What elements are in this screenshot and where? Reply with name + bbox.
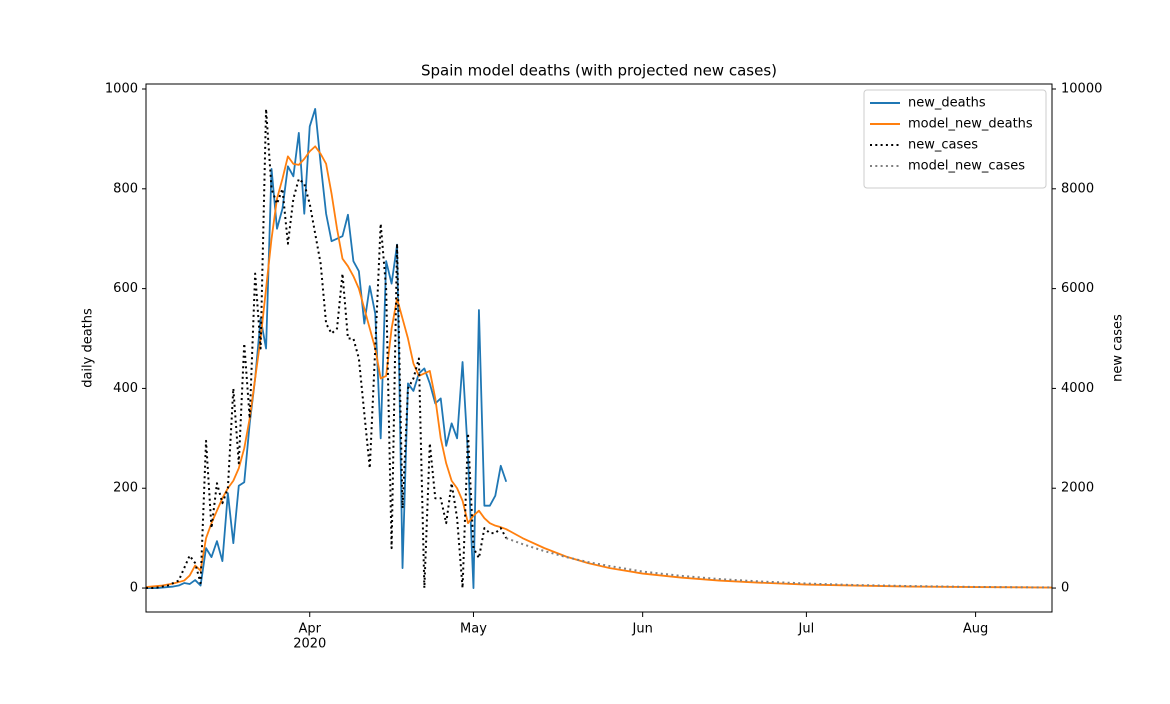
- plot-frame: [145, 83, 1053, 613]
- y-tick-label: 0: [130, 581, 138, 596]
- y-tick-label: 400: [113, 381, 138, 396]
- y2-axis-label: new cases: [1111, 314, 1126, 382]
- y-tick-label: 1000: [105, 81, 138, 96]
- y-tick-label: 600: [113, 281, 138, 296]
- y2-tick-label: 4000: [1061, 381, 1094, 396]
- x-tick-label: May: [460, 622, 487, 637]
- series-line: [145, 145, 1053, 589]
- x-tick-label: Apr: [298, 622, 321, 637]
- x-tick-label: Aug: [963, 622, 988, 637]
- y2-tick-label: 8000: [1061, 181, 1094, 196]
- y2-tick-label: 0: [1061, 581, 1069, 596]
- legend-label: model_new_deaths: [908, 117, 1033, 132]
- legend-box: [863, 89, 1047, 189]
- chart-title: Spain model deaths (with projected new c…: [421, 62, 777, 80]
- y2-tick-label: 6000: [1061, 281, 1094, 296]
- legend-label: model_new_cases: [908, 159, 1025, 174]
- y-tick-label: 200: [113, 481, 138, 496]
- series-line: [146, 107, 508, 590]
- x-tick-label: Jun: [632, 622, 653, 637]
- series-line: [146, 108, 508, 589]
- legend-label: new_deaths: [908, 96, 986, 111]
- y2-tick-label: 10000: [1061, 81, 1102, 96]
- y-tick-label: 800: [113, 181, 138, 196]
- series-line: [505, 537, 1053, 589]
- y2-tick-label: 2000: [1061, 481, 1094, 496]
- x-tick-label: Jul: [798, 622, 815, 637]
- legend-label: new_cases: [908, 138, 978, 153]
- y-axis-label: daily deaths: [81, 308, 96, 388]
- x-year-label: 2020: [293, 637, 326, 652]
